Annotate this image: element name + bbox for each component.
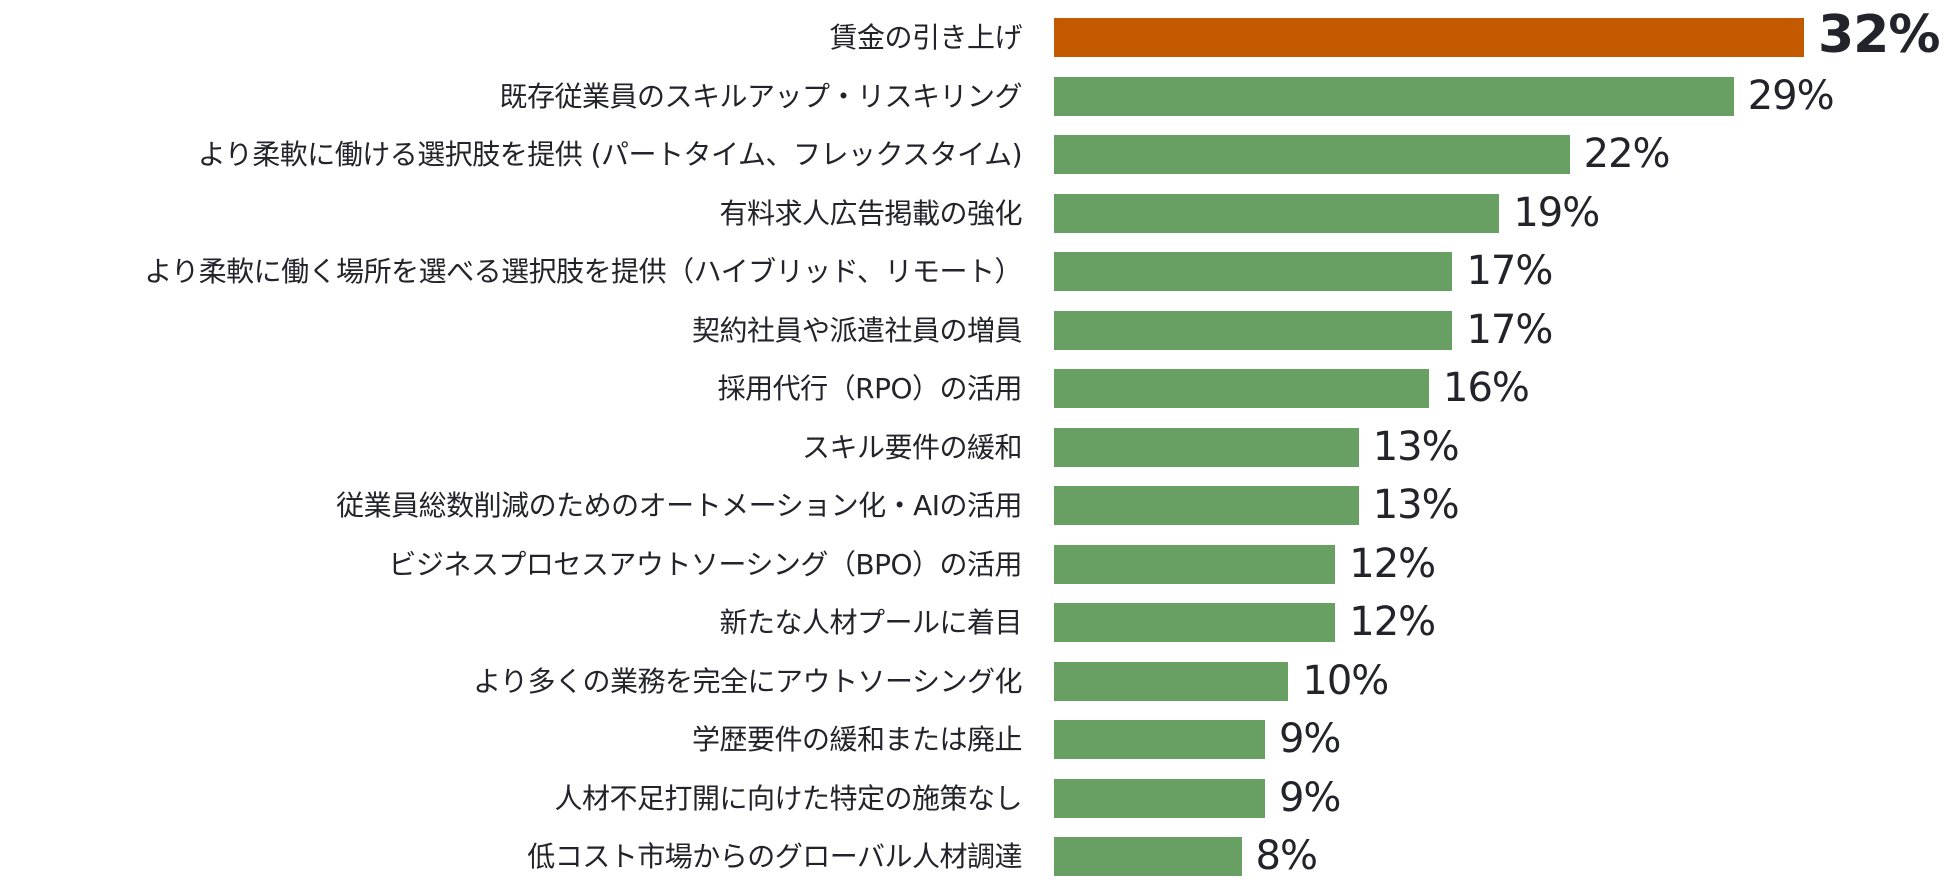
data-label: 19% [1513,189,1600,236]
bar [1054,720,1265,759]
data-label: 8% [1255,833,1318,879]
bar [1054,778,1265,818]
data-label: 12% [1349,540,1436,587]
bar-highlighted [1054,18,1804,57]
data-label: 12% [1349,599,1436,645]
bar [1054,369,1429,408]
bar [1054,486,1359,525]
data-label: 16% [1443,365,1530,411]
category-label: 賃金の引き上げ [829,21,1022,54]
category-label: 既存従業員のスキルアップ・リスキリング [499,79,1022,113]
category-label: より柔軟に働ける選択肢を提供 (パートタイム、フレックスタイム) [197,138,1023,171]
category-label: 低コスト市場からのグローバル人材調達 [527,840,1022,873]
category-label: 学歴要件の緩和または廃止 [691,723,1023,756]
category-label: 有料求人広告掲載の強化 [719,196,1022,230]
bar [1054,252,1453,291]
bar [1054,193,1500,233]
category-label: スキル要件の緩和 [801,430,1023,464]
bar [1054,661,1289,701]
data-label: 32% [1818,5,1940,65]
bar [1054,603,1336,642]
category-label: 従業員総数削減のためのオートメーション化・AIの活用 [336,489,1022,522]
bar [1054,544,1336,584]
data-label: 17% [1466,306,1553,353]
bar [1054,310,1453,350]
data-label: 17% [1466,248,1553,294]
category-label: 契約社員や派遣社員の増員 [691,313,1023,347]
data-label: 9% [1278,774,1341,821]
category-label: ビジネスプロセスアウトソーシング（BPO）の活用 [388,547,1022,581]
bar [1054,427,1359,467]
category-label: 採用代行（RPO）の活用 [717,372,1023,405]
data-label: 29% [1747,72,1835,119]
category-label: より多くの業務を完全にアウトソーシング化 [473,664,1022,698]
data-label: 13% [1372,482,1460,528]
bar [1054,76,1734,116]
data-label: 13% [1372,423,1460,470]
category-label: 新たな人材プールに着目 [719,606,1022,639]
data-label: 10% [1302,657,1389,704]
data-label: 9% [1278,716,1341,762]
category-label: より柔軟に働く場所を選べる選択肢を提供（ハイブリッド、リモート） [144,255,1022,288]
bar [1054,837,1242,876]
data-label: 22% [1583,131,1671,177]
category-label: 人材不足打開に向けた特定の施策なし [554,781,1022,815]
bar [1054,135,1570,174]
